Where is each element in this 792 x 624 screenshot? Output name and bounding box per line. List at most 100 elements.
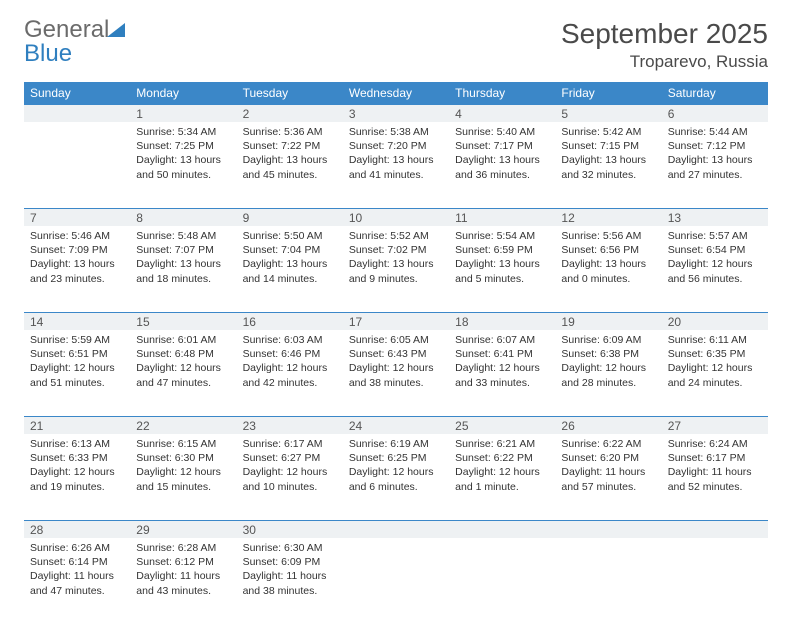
day-cell: Sunrise: 5:57 AMSunset: 6:54 PMDaylight:… [662,226,768,312]
sunset-text: Sunset: 6:48 PM [136,347,230,361]
sunrise-text: Sunrise: 5:57 AM [668,229,762,243]
sunrise-text: Sunrise: 5:50 AM [243,229,337,243]
day-number: 16 [237,312,343,330]
day-number: 15 [130,312,236,330]
logo-word1: General [24,16,109,43]
day-cell: Sunrise: 5:56 AMSunset: 6:56 PMDaylight:… [555,226,661,312]
weekday-header: Friday [555,82,661,104]
day-number: 24 [343,416,449,434]
sunset-text: Sunset: 6:59 PM [455,243,549,257]
weekday-header: Tuesday [237,82,343,104]
daynum-row: 21222324252627 [24,416,768,434]
daylight-text: Daylight: 13 hours and 5 minutes. [455,257,549,285]
day-number: 17 [343,312,449,330]
day-number: 21 [24,416,130,434]
sunset-text: Sunset: 6:17 PM [668,451,762,465]
day-cell: Sunrise: 6:05 AMSunset: 6:43 PMDaylight:… [343,330,449,416]
sunrise-text: Sunrise: 6:28 AM [136,541,230,555]
daylight-text: Daylight: 13 hours and 45 minutes. [243,153,337,181]
week-row: Sunrise: 6:13 AMSunset: 6:33 PMDaylight:… [24,434,768,520]
day-number: 2 [237,104,343,122]
sunset-text: Sunset: 7:02 PM [349,243,443,257]
day-number: 11 [449,208,555,226]
sunrise-text: Sunrise: 6:11 AM [668,333,762,347]
sunrise-text: Sunrise: 5:38 AM [349,125,443,139]
calendar: Sunday Monday Tuesday Wednesday Thursday… [24,82,768,624]
day-number [343,520,449,538]
daylight-text: Daylight: 12 hours and 6 minutes. [349,465,443,493]
day-number: 28 [24,520,130,538]
day-cell: Sunrise: 5:52 AMSunset: 7:02 PMDaylight:… [343,226,449,312]
title-block: September 2025 Troparevo, Russia [561,18,768,72]
daylight-text: Daylight: 12 hours and 42 minutes. [243,361,337,389]
day-cell: Sunrise: 5:40 AMSunset: 7:17 PMDaylight:… [449,122,555,208]
day-cell [662,538,768,624]
sunrise-text: Sunrise: 5:54 AM [455,229,549,243]
sunset-text: Sunset: 6:20 PM [561,451,655,465]
day-cell: Sunrise: 6:03 AMSunset: 6:46 PMDaylight:… [237,330,343,416]
day-number: 5 [555,104,661,122]
week-row: Sunrise: 5:34 AMSunset: 7:25 PMDaylight:… [24,122,768,208]
day-number: 3 [343,104,449,122]
daylight-text: Daylight: 12 hours and 10 minutes. [243,465,337,493]
sunrise-text: Sunrise: 5:44 AM [668,125,762,139]
weeks-container: 123456Sunrise: 5:34 AMSunset: 7:25 PMDay… [24,104,768,624]
day-cell: Sunrise: 6:17 AMSunset: 6:27 PMDaylight:… [237,434,343,520]
sunrise-text: Sunrise: 6:07 AM [455,333,549,347]
month-title: September 2025 [561,18,768,50]
daylight-text: Daylight: 11 hours and 47 minutes. [30,569,124,597]
sunrise-text: Sunrise: 6:17 AM [243,437,337,451]
day-cell: Sunrise: 6:01 AMSunset: 6:48 PMDaylight:… [130,330,236,416]
sunset-text: Sunset: 7:12 PM [668,139,762,153]
day-cell: Sunrise: 6:15 AMSunset: 6:30 PMDaylight:… [130,434,236,520]
day-cell [343,538,449,624]
day-cell: Sunrise: 5:36 AMSunset: 7:22 PMDaylight:… [237,122,343,208]
day-cell: Sunrise: 6:21 AMSunset: 6:22 PMDaylight:… [449,434,555,520]
day-cell: Sunrise: 5:59 AMSunset: 6:51 PMDaylight:… [24,330,130,416]
day-number [662,520,768,538]
sunrise-text: Sunrise: 6:24 AM [668,437,762,451]
day-number [24,104,130,122]
sunrise-text: Sunrise: 5:52 AM [349,229,443,243]
day-number: 30 [237,520,343,538]
day-number: 8 [130,208,236,226]
sunrise-text: Sunrise: 5:56 AM [561,229,655,243]
sunrise-text: Sunrise: 6:01 AM [136,333,230,347]
sunrise-text: Sunrise: 6:05 AM [349,333,443,347]
daylight-text: Daylight: 13 hours and 27 minutes. [668,153,762,181]
day-cell: Sunrise: 6:19 AMSunset: 6:25 PMDaylight:… [343,434,449,520]
logo-triangle-icon [107,23,125,37]
daylight-text: Daylight: 12 hours and 15 minutes. [136,465,230,493]
day-cell [449,538,555,624]
sunset-text: Sunset: 7:07 PM [136,243,230,257]
sunset-text: Sunset: 6:33 PM [30,451,124,465]
weekday-header: Sunday [24,82,130,104]
day-cell [24,122,130,208]
sunrise-text: Sunrise: 5:36 AM [243,125,337,139]
daylight-text: Daylight: 12 hours and 51 minutes. [30,361,124,389]
day-cell: Sunrise: 6:24 AMSunset: 6:17 PMDaylight:… [662,434,768,520]
sunset-text: Sunset: 6:54 PM [668,243,762,257]
daylight-text: Daylight: 12 hours and 33 minutes. [455,361,549,389]
week-row: Sunrise: 6:26 AMSunset: 6:14 PMDaylight:… [24,538,768,624]
daylight-text: Daylight: 12 hours and 24 minutes. [668,361,762,389]
daylight-text: Daylight: 13 hours and 36 minutes. [455,153,549,181]
sunset-text: Sunset: 6:22 PM [455,451,549,465]
day-cell: Sunrise: 6:28 AMSunset: 6:12 PMDaylight:… [130,538,236,624]
day-number: 26 [555,416,661,434]
day-number: 27 [662,416,768,434]
sunset-text: Sunset: 7:17 PM [455,139,549,153]
day-number: 12 [555,208,661,226]
daylight-text: Daylight: 12 hours and 38 minutes. [349,361,443,389]
daylight-text: Daylight: 12 hours and 28 minutes. [561,361,655,389]
sunrise-text: Sunrise: 6:30 AM [243,541,337,555]
day-number: 13 [662,208,768,226]
daylight-text: Daylight: 12 hours and 56 minutes. [668,257,762,285]
daylight-text: Daylight: 12 hours and 1 minute. [455,465,549,493]
sunrise-text: Sunrise: 6:22 AM [561,437,655,451]
daylight-text: Daylight: 13 hours and 50 minutes. [136,153,230,181]
sunset-text: Sunset: 6:30 PM [136,451,230,465]
day-number: 20 [662,312,768,330]
daylight-text: Daylight: 13 hours and 32 minutes. [561,153,655,181]
daynum-row: 78910111213 [24,208,768,226]
